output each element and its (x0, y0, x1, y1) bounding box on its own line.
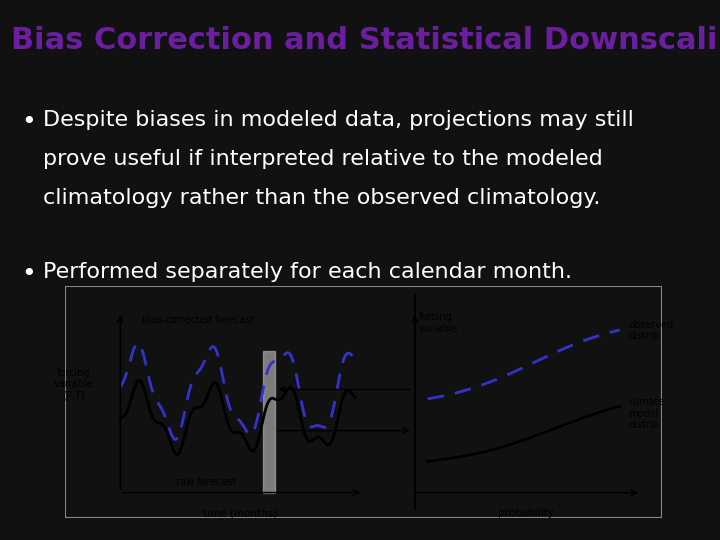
Text: forcing
variable
(P,T): forcing variable (P,T) (53, 368, 93, 401)
Text: climatology rather than the observed climatology.: climatology rather than the observed cli… (43, 188, 600, 208)
Bar (264, 350, 275, 492)
Text: prove useful if interpreted relative to the modeled: prove useful if interpreted relative to … (43, 149, 603, 169)
Text: bias-corrected forecast: bias-corrected forecast (142, 315, 254, 325)
Text: Performed separately for each calendar month.: Performed separately for each calendar m… (43, 262, 572, 282)
Text: observed
distrib: observed distrib (629, 320, 673, 341)
Text: •: • (22, 262, 36, 286)
Text: probability: probability (498, 508, 554, 518)
Text: •: • (22, 110, 36, 133)
Text: Bias Correction and Statistical Downscaling: Bias Correction and Statistical Downscal… (11, 25, 720, 55)
Text: Despite biases in modeled data, projections may still: Despite biases in modeled data, projecti… (43, 110, 634, 130)
Bar (65, 286, 662, 518)
Text: forcing
variable: forcing variable (419, 312, 459, 334)
Text: raw forecast: raw forecast (176, 477, 236, 487)
Text: time (months): time (months) (203, 508, 277, 518)
Text: climate
model
distrib: climate model distrib (629, 397, 665, 430)
